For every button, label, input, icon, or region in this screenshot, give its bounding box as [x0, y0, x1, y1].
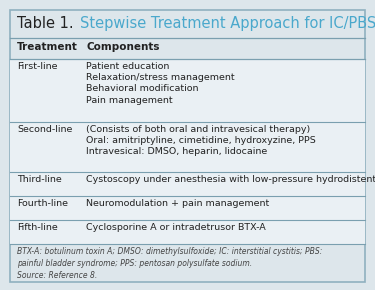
Text: Table 1.: Table 1. [17, 16, 83, 31]
Bar [10, 172, 365, 196]
Text: Neuromodulation + pain management: Neuromodulation + pain management [86, 199, 270, 208]
Text: Patient education
Relaxation/stress management
Behavioral modification
Pain mana: Patient education Relaxation/stress mana… [86, 61, 235, 105]
Text: Cyclosporine A or intradetrusor BTX-A: Cyclosporine A or intradetrusor BTX-A [86, 223, 266, 232]
Bar [10, 122, 365, 172]
Bar [10, 59, 365, 122]
Text: Stepwise Treatment Approach for IC/PBS: Stepwise Treatment Approach for IC/PBS [80, 16, 375, 31]
Text: Cystoscopy under anesthesia with low-pressure hydrodistention: Cystoscopy under anesthesia with low-pre… [86, 175, 375, 184]
Text: Fourth-line: Fourth-line [17, 199, 68, 208]
Text: Second-line: Second-line [17, 125, 72, 134]
Text: BTX-A: botulinum toxin A; DMSO: dimethylsulfoxide; IC: interstitial cystitis; PB: BTX-A: botulinum toxin A; DMSO: dimethyl… [17, 247, 322, 280]
Text: First-line: First-line [17, 61, 57, 70]
Text: (Consists of both oral and intravesical therapy)
Oral: amitriptyline, cimetidine: (Consists of both oral and intravesical … [86, 125, 316, 157]
Text: Third-line: Third-line [17, 175, 62, 184]
Bar [10, 196, 365, 220]
Text: Components: Components [86, 41, 160, 52]
Text: Treatment: Treatment [17, 41, 78, 52]
Bar [10, 220, 365, 244]
Text: Fifth-line: Fifth-line [17, 223, 58, 232]
